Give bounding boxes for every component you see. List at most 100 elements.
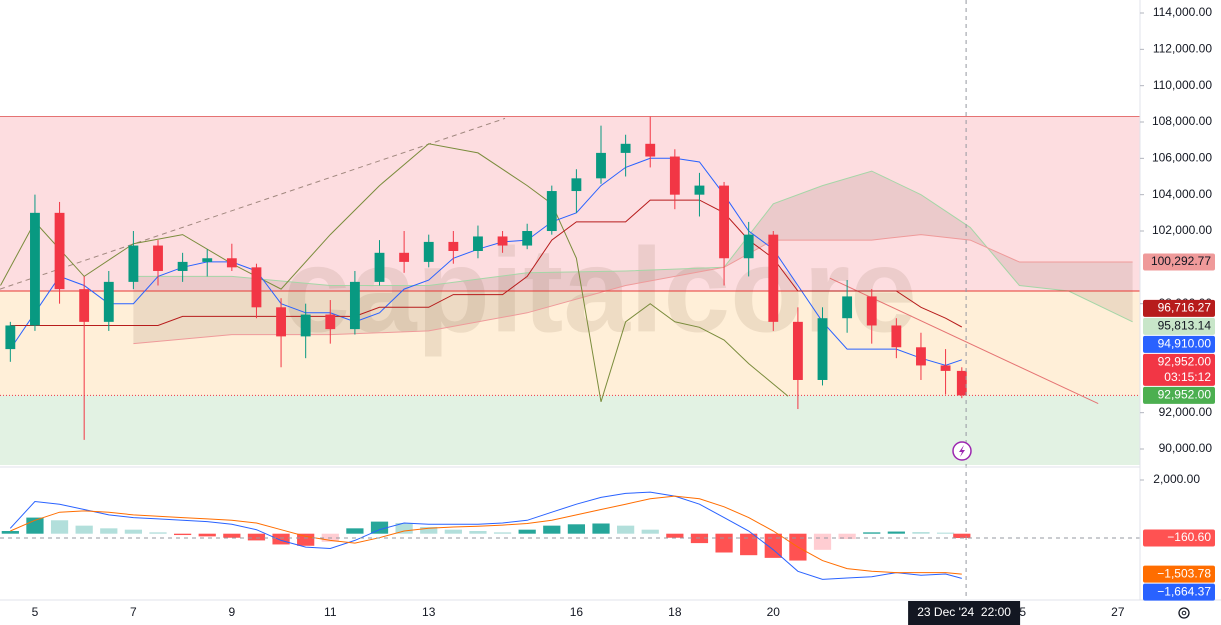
lagging-line xyxy=(0,143,789,402)
candle-body xyxy=(546,191,557,232)
candle-body xyxy=(276,307,286,337)
y-tick-label: 108,000.00 xyxy=(1152,114,1212,128)
candle-body xyxy=(399,252,410,262)
candle-body xyxy=(817,318,828,380)
macd-histogram-bar xyxy=(370,521,389,534)
trend-line xyxy=(0,117,506,290)
candle-body xyxy=(792,321,803,380)
macd-histogram-bar xyxy=(936,532,955,534)
signal-line xyxy=(10,495,962,575)
candle-body xyxy=(54,212,65,290)
candle-body xyxy=(719,185,729,259)
y-tick-label: 2,000.00 xyxy=(1153,472,1200,486)
y-tick-label: 104,000.00 xyxy=(1152,187,1212,201)
candle-body xyxy=(448,241,459,251)
macd-histogram-bar xyxy=(863,532,881,534)
candle-body xyxy=(349,281,360,330)
macd-histogram-bar xyxy=(715,533,733,553)
y-tick-label: 112,000.00 xyxy=(1153,42,1212,56)
macd-histogram-bar xyxy=(100,528,118,534)
macd-histogram-bar xyxy=(247,533,266,541)
alert-icon[interactable] xyxy=(952,441,972,461)
price-label-box xyxy=(1143,529,1215,547)
candle-body xyxy=(768,234,779,322)
macd-histogram-bar xyxy=(395,522,413,534)
x-tick-label: 18 xyxy=(668,605,682,619)
zone xyxy=(0,290,1140,396)
candle-body xyxy=(571,178,582,192)
candle-body xyxy=(128,245,139,282)
macd-histogram-bar xyxy=(617,525,635,534)
settings-icon[interactable] xyxy=(1178,607,1190,619)
price-label-box xyxy=(1143,565,1215,583)
price-label-box xyxy=(1143,583,1215,601)
candle-body xyxy=(374,252,385,282)
macd-histogram-bar xyxy=(469,531,487,534)
candle-body xyxy=(251,267,262,308)
macd-line xyxy=(9,491,962,580)
candle-body xyxy=(325,314,336,330)
alert-bolt[interactable] xyxy=(959,445,965,457)
settings-gear[interactable] xyxy=(1178,607,1190,619)
x-tick-label: 27 xyxy=(1111,605,1125,619)
indicator-line xyxy=(10,199,963,328)
y-tick-label: 92,000.00 xyxy=(1159,405,1213,419)
macd-histogram-bar xyxy=(420,526,438,534)
macd-histogram-bar xyxy=(666,533,684,538)
candle-body xyxy=(473,236,483,251)
price-label-box xyxy=(1143,335,1215,353)
price-label: 92,952.00 xyxy=(1158,355,1212,369)
macd-histogram-bar xyxy=(75,525,93,534)
candle-body xyxy=(694,185,705,195)
candle-body xyxy=(522,231,533,246)
price-label-box xyxy=(1143,317,1215,335)
macd-histogram-bar xyxy=(641,529,659,534)
candle-body xyxy=(226,258,237,268)
macd-histogram-bar xyxy=(444,529,462,534)
plot-area: capitalcore xyxy=(0,0,1140,600)
candle-body xyxy=(79,289,90,322)
macd-histogram-bar xyxy=(813,533,832,550)
zone xyxy=(0,395,1140,465)
price-label-box xyxy=(1143,386,1215,404)
y-tick-label: 90,000.00 xyxy=(1159,441,1213,455)
macd-histogram-bar xyxy=(740,533,758,556)
macd-histogram-bar xyxy=(346,528,364,534)
y-tick-label: 114,000.00 xyxy=(1153,5,1212,19)
x-tick-label: 16 xyxy=(570,605,584,619)
x-tick-label: 7 xyxy=(130,605,137,619)
countdown-label: 03:15:12 xyxy=(1164,370,1211,384)
macd-histogram-bar xyxy=(223,533,241,538)
y-tick-label: 110,000.00 xyxy=(1153,78,1212,92)
price-label: 95,813.14 xyxy=(1158,319,1212,333)
price-label: 96,716.27 xyxy=(1158,301,1212,315)
zone xyxy=(0,116,1140,291)
price-label: −1,503.78 xyxy=(1157,566,1211,580)
candle-body xyxy=(916,347,926,366)
cloud xyxy=(133,171,1133,344)
macd-histogram-bar xyxy=(518,529,536,534)
candle-body xyxy=(423,241,434,262)
macd-histogram-bar xyxy=(198,533,216,537)
candle-body xyxy=(153,245,163,271)
settings-hub[interactable] xyxy=(1181,610,1187,616)
candle-body xyxy=(620,143,631,153)
macd-histogram-bar xyxy=(149,532,167,534)
macd-histogram-bar xyxy=(1,531,19,534)
macd-histogram-bar xyxy=(567,524,586,534)
candle-body xyxy=(940,365,951,371)
macd-histogram-bar xyxy=(953,533,971,539)
candle-body xyxy=(103,281,114,322)
candle-body xyxy=(596,152,606,179)
macd-histogram-bar xyxy=(838,533,856,540)
macd-histogram-bar xyxy=(592,523,610,534)
price-label-box xyxy=(1143,299,1215,317)
macd-histogram-bar xyxy=(124,529,143,534)
indicator-line xyxy=(9,157,962,366)
candle-body xyxy=(177,261,188,271)
price-label: −1,664.37 xyxy=(1157,584,1211,598)
candle-body xyxy=(743,234,754,259)
x-tick-label: 9 xyxy=(228,605,235,619)
